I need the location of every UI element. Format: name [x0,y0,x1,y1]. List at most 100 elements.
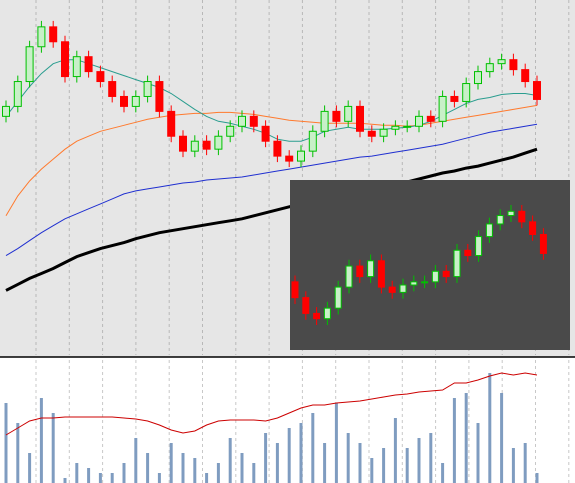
candle-body [285,155,294,162]
volume-bar [205,473,209,483]
volume-bar [28,453,32,483]
inset-candle-body [377,260,385,288]
volume-bar [346,433,350,483]
inset-candle-body [496,215,504,225]
candle-body [155,81,164,112]
candle-body [320,110,329,132]
volume-bar [452,398,456,483]
inset-candle-body [334,286,342,309]
volume-average-line [5,372,538,436]
volume-bar [193,458,197,483]
volume-bar [75,463,79,483]
candle-body [308,130,317,152]
volume-bar [535,473,539,483]
inset-candle-body [453,249,461,278]
volume-bar [488,373,492,483]
volume-bar [87,468,91,483]
candle-body [415,115,423,127]
volume-bar [358,443,362,483]
volume-bar [63,478,67,483]
inset-candle-body [323,307,331,320]
inset-candle-body [356,265,364,278]
volume-bar [334,403,338,483]
inset-candle-body [485,223,493,238]
volume-bar [264,433,268,483]
candle-body [214,135,223,150]
candle-body [226,125,235,137]
inset-candle-body [367,260,375,278]
candle-body [261,125,270,142]
volume-bar [500,393,504,483]
volume-bar [51,413,55,483]
inset-candle-body [302,297,310,314]
candle-body [344,105,353,122]
candle-body [131,95,140,107]
candle-body [426,115,435,122]
candle-body [179,135,187,152]
volume-bar [16,423,20,483]
inset-panel [290,180,570,350]
candle-body [391,125,400,130]
candle-body [13,81,22,107]
candle-body [143,81,152,97]
volume-bar [323,443,327,483]
volume-bar [39,398,43,483]
volume-bar [370,458,374,483]
inset-candle-body [313,312,321,320]
inset-candle-body [388,286,396,293]
candle-body [485,63,494,73]
candle-body [84,56,93,73]
inset-candle-body [431,270,439,283]
candle-body [297,150,305,162]
inset-candle-body [410,281,418,286]
inset-candle-body [464,249,472,257]
candle-body [72,56,81,78]
volume-bar [405,448,409,483]
candle-body [61,41,69,78]
inset-candle-body [345,265,353,288]
candle-body [474,71,482,85]
moving-average-line [5,104,538,217]
candle-body [356,105,364,132]
candle-body [273,140,282,157]
volume-bar [110,473,114,483]
volume-bar [441,463,445,483]
volume-bar [157,473,161,483]
volume-bar [181,453,185,483]
candle-body [120,95,128,107]
inset-candle-body [507,210,515,217]
candle-body [438,95,447,122]
volume-bar [122,463,126,483]
volume-bar [476,423,480,483]
candle-body [108,81,117,97]
inset-candle-body [291,281,299,299]
candle-body [2,105,10,117]
volume-bar [98,473,102,483]
moving-average-line [5,147,538,292]
volume-bar [299,423,303,483]
volume-bar [417,438,421,483]
volume-bar [429,433,433,483]
candle-body [190,140,199,152]
candle-body [509,59,518,71]
volume-bar [523,443,527,483]
volume-bar [4,403,8,483]
inset-candle-body [399,284,407,293]
volume-bar [134,438,138,483]
volume-bar [228,438,232,483]
volume-bar [169,443,173,483]
candle-body [249,115,258,127]
volume-bar [216,463,220,483]
volume-bar [252,463,256,483]
candle-body [450,95,459,102]
volume-bar [464,393,468,483]
volume-bar [311,413,315,483]
candle-body [497,59,506,65]
volume-bar [382,448,386,483]
volume-bar [146,453,150,483]
inset-candle-body [421,281,429,284]
inset-candle-body [442,270,450,278]
volume-bar [287,428,291,483]
candle-body [367,130,376,137]
